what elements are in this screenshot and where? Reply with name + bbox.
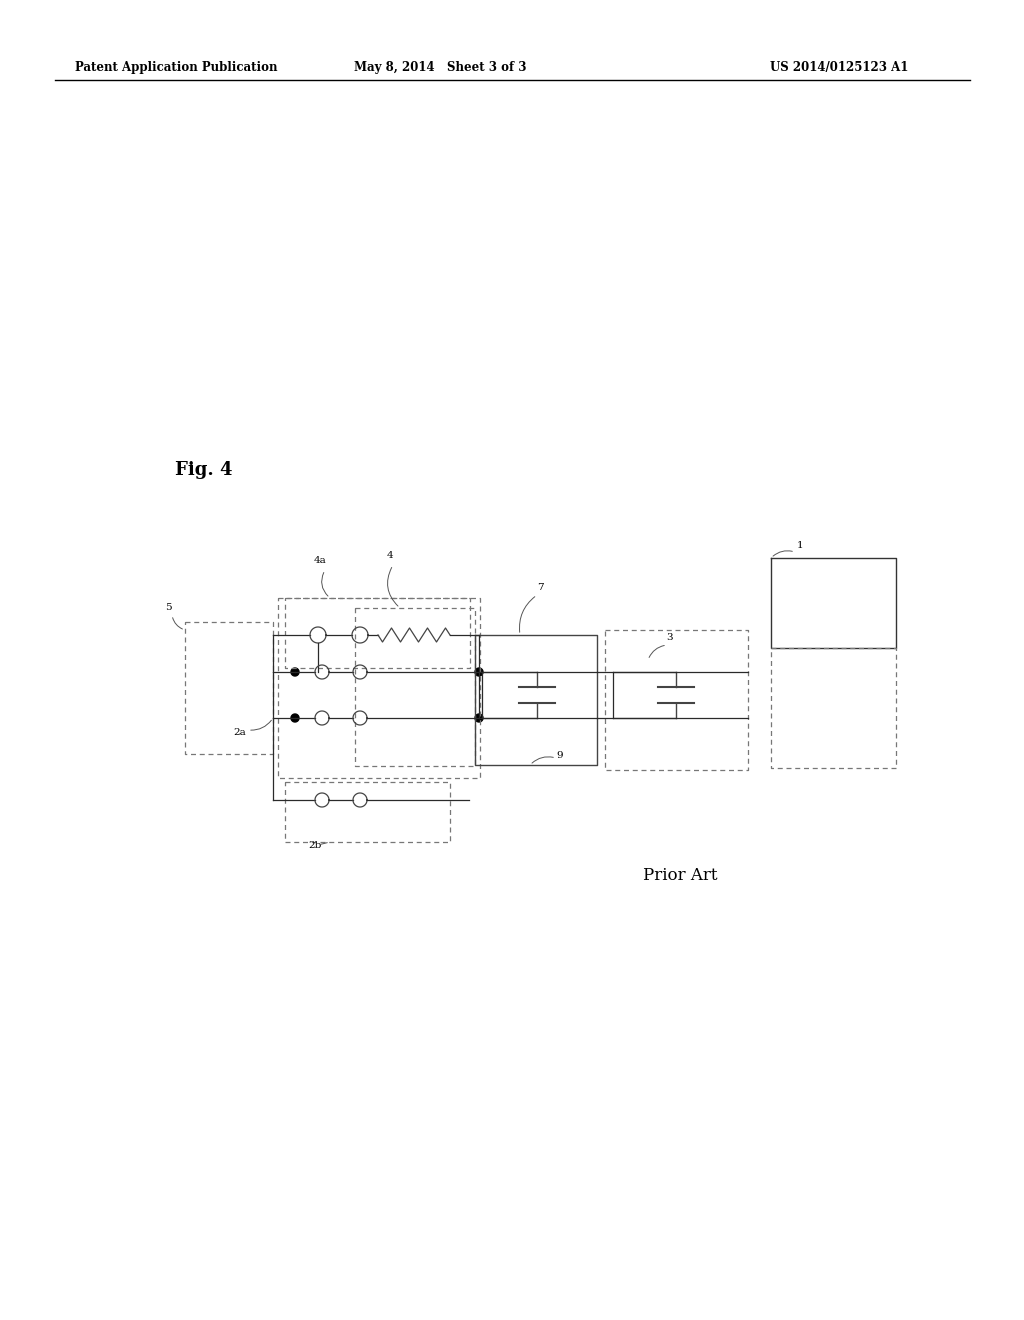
Text: 9: 9: [557, 751, 563, 760]
Polygon shape: [475, 668, 483, 676]
Polygon shape: [475, 714, 483, 722]
Polygon shape: [291, 714, 299, 722]
Text: Fig. 4: Fig. 4: [175, 461, 232, 479]
Text: 5: 5: [165, 603, 171, 612]
Text: US 2014/0125123 A1: US 2014/0125123 A1: [770, 62, 908, 74]
Polygon shape: [291, 668, 299, 676]
Text: May 8, 2014   Sheet 3 of 3: May 8, 2014 Sheet 3 of 3: [353, 62, 526, 74]
Text: 7: 7: [537, 583, 544, 591]
Text: 4a: 4a: [313, 556, 327, 565]
Text: 1: 1: [797, 541, 803, 550]
Text: Prior Art: Prior Art: [643, 867, 717, 884]
Text: 4: 4: [387, 550, 393, 560]
Text: 2a: 2a: [233, 729, 247, 737]
Text: 2b: 2b: [308, 841, 322, 850]
Text: 3: 3: [667, 634, 674, 642]
Text: Patent Application Publication: Patent Application Publication: [75, 62, 278, 74]
